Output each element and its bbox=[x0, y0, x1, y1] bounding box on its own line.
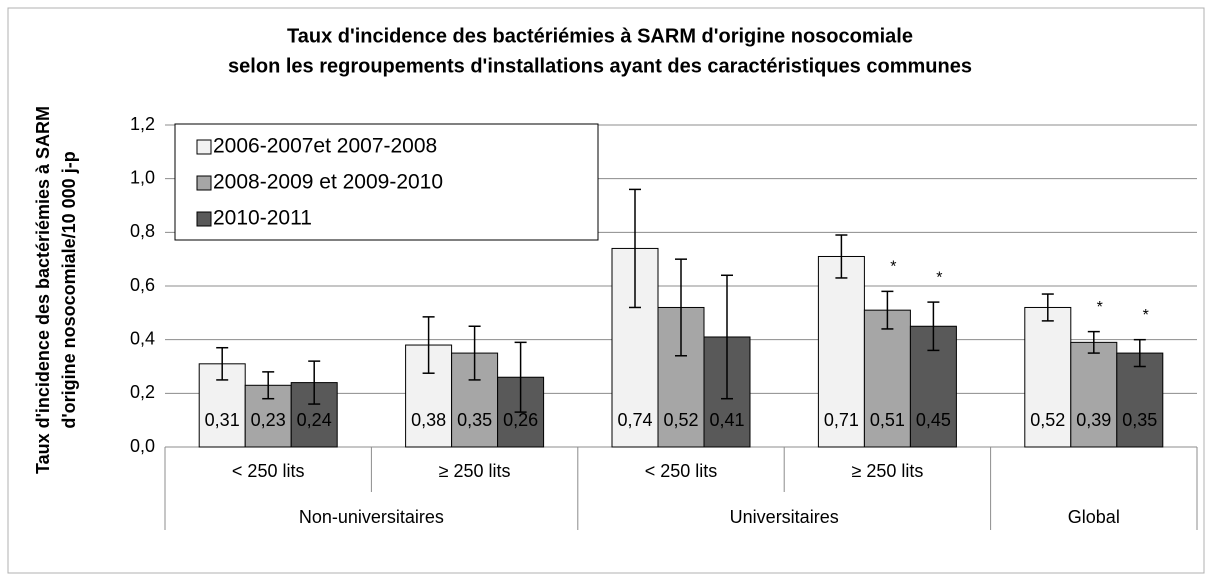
group-label: Global bbox=[1068, 507, 1120, 527]
x-tick-label: ≥ 250 lits bbox=[851, 461, 923, 481]
group-label: Universitaires bbox=[730, 507, 839, 527]
legend-swatch bbox=[196, 139, 212, 155]
value-label: 0,74 bbox=[617, 410, 652, 430]
value-label: 0,45 bbox=[916, 410, 951, 430]
y-axis-title: Taux d'incidence des bactériémies à SARM bbox=[33, 106, 53, 474]
y-tick-label: 1,0 bbox=[130, 167, 155, 187]
value-label: 0,52 bbox=[663, 410, 698, 430]
value-label: 0,26 bbox=[503, 410, 538, 430]
significance-marker: * bbox=[936, 269, 942, 286]
x-tick-label: < 250 lits bbox=[645, 461, 718, 481]
y-tick-label: 0,0 bbox=[130, 436, 155, 456]
value-label: 0,38 bbox=[411, 410, 446, 430]
legend-box bbox=[174, 123, 599, 241]
value-label: 0,52 bbox=[1030, 410, 1065, 430]
value-label: 0,31 bbox=[205, 410, 240, 430]
bar bbox=[863, 309, 911, 448]
chart-title: Taux d'incidence des bactériémies à SARM… bbox=[287, 25, 913, 47]
value-label: 0,23 bbox=[251, 410, 286, 430]
legend-swatch bbox=[196, 175, 212, 191]
y-tick-label: 1,2 bbox=[130, 114, 155, 134]
significance-marker: * bbox=[1143, 307, 1149, 324]
y-tick-label: 0,4 bbox=[130, 328, 155, 348]
legend-label: 2008-2009 et 2009-2010 bbox=[213, 171, 443, 194]
value-label: 0,39 bbox=[1076, 410, 1111, 430]
y-tick-label: 0,6 bbox=[130, 275, 155, 295]
bar bbox=[1116, 352, 1164, 448]
value-label: 0,71 bbox=[824, 410, 859, 430]
group-label: Non-universitaires bbox=[299, 507, 444, 527]
x-tick-label: ≥ 250 lits bbox=[439, 461, 511, 481]
bar bbox=[817, 255, 865, 448]
legend-label: 2010-2011 bbox=[213, 207, 312, 230]
y-axis-title: d'origine nosocomiale/10 000 j-p bbox=[59, 151, 79, 428]
value-label: 0,51 bbox=[870, 410, 905, 430]
value-label: 0,35 bbox=[457, 410, 492, 430]
value-label: 0,24 bbox=[297, 410, 332, 430]
chart-title: selon les regroupements d'installations … bbox=[228, 55, 972, 77]
legend-swatch bbox=[196, 211, 212, 227]
significance-marker: * bbox=[890, 259, 896, 276]
x-tick-label: < 250 lits bbox=[232, 461, 305, 481]
y-tick-label: 0,8 bbox=[130, 221, 155, 241]
chart-border bbox=[7, 7, 1205, 574]
y-tick-label: 0,2 bbox=[130, 382, 155, 402]
value-label: 0,35 bbox=[1122, 410, 1157, 430]
legend-label: 2006-2007et 2007-2008 bbox=[213, 135, 437, 158]
significance-marker: * bbox=[1097, 299, 1103, 316]
value-label: 0,41 bbox=[709, 410, 744, 430]
bar bbox=[1070, 341, 1118, 448]
